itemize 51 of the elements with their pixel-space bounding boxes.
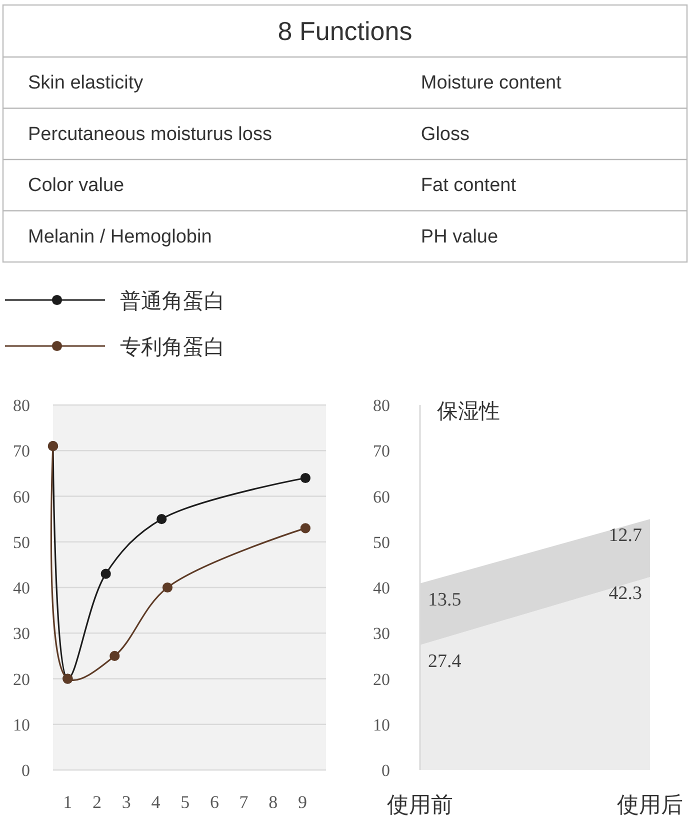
point bbox=[300, 523, 310, 534]
x-tick-label: 7 bbox=[239, 792, 248, 812]
x-tick-label: 3 bbox=[122, 792, 131, 812]
y-tick-label: 30 bbox=[13, 624, 30, 644]
x-tick-label: 5 bbox=[180, 792, 190, 812]
y-tick-label: 0 bbox=[382, 761, 390, 780]
x-tick-label: 使用前 bbox=[387, 792, 453, 817]
data-label: 27.4 bbox=[428, 650, 462, 672]
point bbox=[110, 650, 120, 661]
y-tick-label: 80 bbox=[373, 396, 390, 415]
point bbox=[100, 568, 111, 579]
point bbox=[162, 582, 173, 593]
legend-label: 专利角蛋白 bbox=[120, 336, 225, 359]
point bbox=[156, 514, 167, 524]
y-tick-label: 20 bbox=[13, 670, 30, 689]
text: Percutaneous moisturus loss bbox=[28, 124, 272, 145]
text: Gloss bbox=[420, 124, 470, 145]
data-label: 42.3 bbox=[608, 583, 642, 604]
x-tick-label: 6 bbox=[210, 792, 219, 812]
y-tick-label: 50 bbox=[373, 532, 390, 552]
y-tick-label: 20 bbox=[373, 670, 390, 689]
y-tick-label: 60 bbox=[13, 487, 30, 506]
y-tick-label: 60 bbox=[373, 487, 390, 506]
text: Melanin / Hemoglobin bbox=[28, 226, 212, 248]
text: PH value bbox=[420, 226, 498, 248]
x-tick-label: 2 bbox=[92, 792, 102, 812]
point bbox=[300, 472, 310, 484]
y-tick-label: 50 bbox=[13, 532, 30, 552]
y-tick-label: 10 bbox=[373, 715, 390, 734]
y-tick-label: 30 bbox=[373, 624, 390, 644]
y-tick-label: 70 bbox=[373, 442, 390, 461]
x-tick-label: 1 bbox=[63, 792, 72, 812]
text: Moisture content bbox=[420, 72, 562, 94]
text: Color value bbox=[28, 175, 124, 196]
x-tick-label: 9 bbox=[298, 792, 308, 812]
x-tick-label: 8 bbox=[268, 792, 278, 812]
text: 8 Functions bbox=[278, 16, 412, 46]
text: Skin elasticity bbox=[28, 72, 144, 94]
y-tick-label: 0 bbox=[22, 761, 30, 780]
legend-label: 普通角蛋白 bbox=[120, 289, 225, 313]
data-label: 13.5 bbox=[428, 589, 462, 610]
y-tick-label: 10 bbox=[13, 715, 30, 734]
text: Fat content bbox=[420, 175, 517, 196]
x-tick-label: 使用后 bbox=[617, 792, 683, 817]
x-tick-label: 4 bbox=[151, 792, 160, 812]
y-tick-label: 80 bbox=[13, 396, 30, 415]
data-label: 12.7 bbox=[608, 525, 642, 546]
chart-title: 保湿性 bbox=[437, 400, 500, 423]
y-tick-label: 40 bbox=[373, 578, 390, 598]
y-tick-label: 40 bbox=[13, 578, 30, 598]
y-tick-label: 70 bbox=[13, 442, 30, 461]
